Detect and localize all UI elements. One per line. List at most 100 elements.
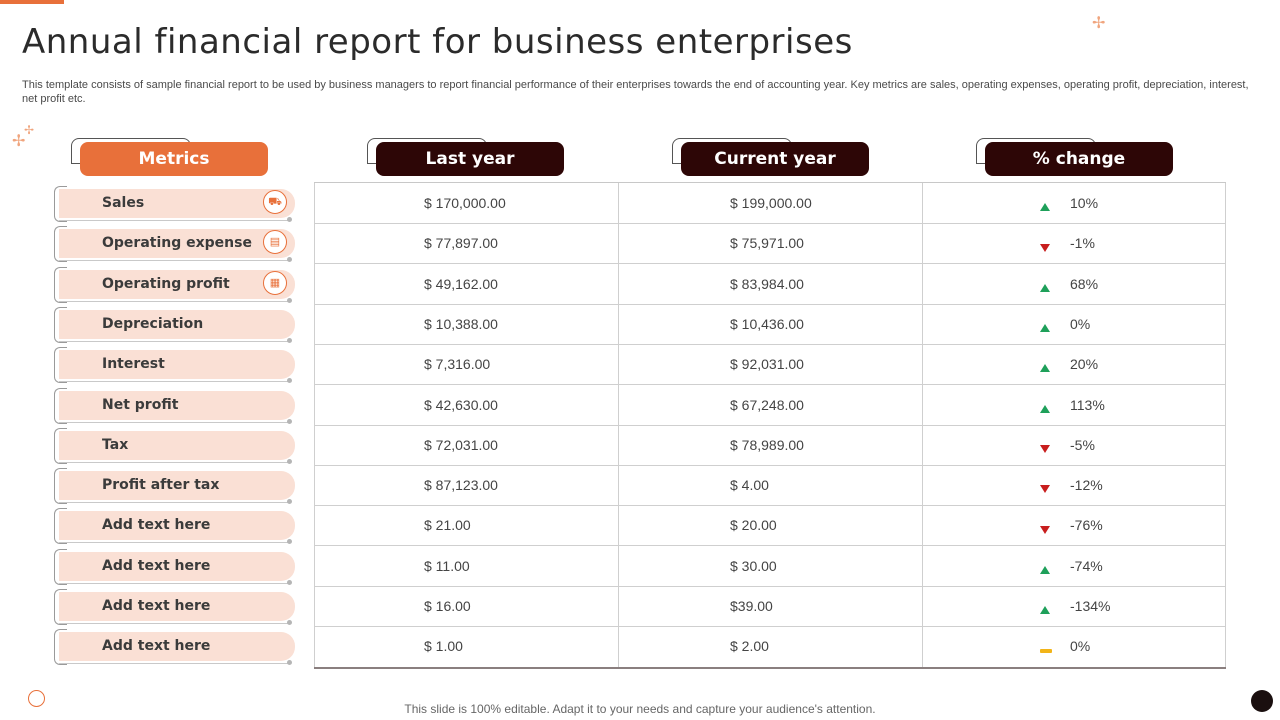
change-value: -1% <box>1070 235 1095 252</box>
metric-item: Add text here <box>54 548 295 585</box>
change-value: 68% <box>1070 275 1099 292</box>
metric-underline <box>59 502 291 504</box>
metric-underline <box>59 461 291 463</box>
metric-pill <box>59 189 295 218</box>
table-row: $ 170,000.00 $ 199,000.00 10% <box>314 183 1226 224</box>
metric-dot <box>287 337 292 343</box>
metric-dot <box>287 378 292 384</box>
metric-underline <box>59 260 291 262</box>
header-last-year-label: Last year <box>376 142 564 176</box>
sparkle-icon: ✢ <box>24 123 35 137</box>
metric-pill <box>59 430 295 460</box>
metric-bracket <box>54 427 67 464</box>
metric-bracket <box>54 186 67 222</box>
metric-pill <box>59 511 295 541</box>
last-year-value: $ 1.00 <box>424 638 463 655</box>
metric-item: Depreciation <box>54 306 295 343</box>
metric-dot <box>287 458 292 464</box>
current-year-value: $ 10,436.00 <box>730 315 804 332</box>
metric-underline <box>59 421 291 423</box>
trend-up-icon <box>1040 279 1052 292</box>
current-year-value: $ 2.00 <box>730 638 769 655</box>
metric-pill <box>59 551 295 581</box>
last-year-value: $ 87,123.00 <box>424 477 498 494</box>
metric-underline <box>59 663 291 665</box>
table-row: $ 1.00 $ 2.00 0% <box>314 626 1226 666</box>
metric-item: Operating expense ▤ <box>54 226 295 263</box>
metric-label: Operating profit <box>102 275 230 292</box>
metric-bracket <box>54 468 67 505</box>
profit-icon: ▦ <box>263 270 287 295</box>
metric-label: Interest <box>102 356 165 373</box>
metric-pill <box>59 592 295 621</box>
page-title: Annual financial report for business ent… <box>22 22 853 62</box>
footer-note: This slide is 100% editable. Adapt it to… <box>404 702 876 716</box>
decorative-circle <box>28 690 45 707</box>
metric-dot <box>287 418 292 424</box>
last-year-value: $ 72,031.00 <box>424 436 498 453</box>
table-row: $ 7,316.00 $ 92,031.00 20% <box>314 344 1226 386</box>
metric-dot <box>287 539 292 545</box>
change-value: -76% <box>1070 517 1103 534</box>
sparkle-icon: ✢ <box>12 133 26 150</box>
trend-up-icon <box>1040 319 1052 333</box>
current-year-value: $ 20.00 <box>730 517 777 534</box>
metric-dot <box>287 620 292 625</box>
sparkle-icon: ✢ <box>1092 15 1106 32</box>
metric-dot <box>287 660 292 666</box>
metric-pill <box>59 390 295 420</box>
last-year-value: $ 10,388.00 <box>424 315 498 332</box>
table-row: $ 49,162.00 $ 83,984.00 68% <box>314 264 1226 305</box>
trend-down-icon <box>1040 238 1052 252</box>
trend-up-icon <box>1040 400 1052 413</box>
metric-item: Operating profit ▦ <box>54 266 295 303</box>
table-row: $ 16.00 $39.00 -134% <box>314 586 1226 627</box>
metric-bracket <box>54 387 67 424</box>
metric-bracket <box>54 347 67 384</box>
metric-label: Operating expense <box>102 235 252 252</box>
table-row: $ 10,388.00 $ 10,436.00 0% <box>314 304 1226 345</box>
trend-down-icon <box>1040 520 1052 534</box>
metric-bracket <box>54 589 67 625</box>
change-value: 113% <box>1070 396 1105 413</box>
last-year-value: $ 16.00 <box>424 598 471 614</box>
metric-label: Sales <box>102 195 145 211</box>
header-metrics-label: Metrics <box>80 142 268 176</box>
last-year-value: $ 7,316.00 <box>424 356 491 373</box>
metric-item: Profit after tax <box>54 468 295 505</box>
metric-label: Tax <box>102 436 129 453</box>
trend-up-icon <box>1040 198 1052 212</box>
change-value: 0% <box>1070 315 1091 332</box>
metric-pill <box>59 632 295 662</box>
metric-pill <box>59 350 295 380</box>
trend-down-icon <box>1040 480 1052 494</box>
last-year-value: $ 49,162.00 <box>424 275 498 292</box>
metric-item: Sales ⛟ <box>54 186 295 222</box>
metric-underline <box>59 381 291 383</box>
document-icon: ▤ <box>263 230 287 255</box>
page-description: This template consists of sample financi… <box>22 79 1249 105</box>
metric-bracket <box>54 306 67 343</box>
metric-bracket <box>54 508 67 545</box>
last-year-value: $ 77,897.00 <box>424 235 498 252</box>
trend-up-icon <box>1040 359 1052 373</box>
financial-table: $ 170,000.00 $ 199,000.00 10% $ 77,897.00 $ … <box>314 182 1226 669</box>
current-year-value: $ 83,984.00 <box>730 275 804 292</box>
metric-label: Add text here <box>102 638 211 655</box>
top-accent-bar <box>0 0 64 4</box>
metric-underline <box>59 623 291 624</box>
metric-item: Net profit <box>54 387 295 424</box>
change-value: 20% <box>1070 356 1099 373</box>
current-year-value: $39.00 <box>730 598 773 614</box>
metric-underline <box>59 582 291 584</box>
table-row: $ 21.00 $ 20.00 -76% <box>314 505 1226 547</box>
table-row: $ 72,031.00 $ 78,989.00 -5% <box>314 425 1226 466</box>
current-year-value: $ 30.00 <box>730 557 777 574</box>
metric-label: Profit after tax <box>102 477 220 494</box>
change-value: -12% <box>1070 477 1103 494</box>
last-year-value: $ 42,630.00 <box>424 396 498 413</box>
metric-pill <box>59 309 295 339</box>
current-year-value: $ 67,248.00 <box>730 396 804 413</box>
last-year-value: $ 21.00 <box>424 517 471 534</box>
metric-dot <box>287 579 292 585</box>
